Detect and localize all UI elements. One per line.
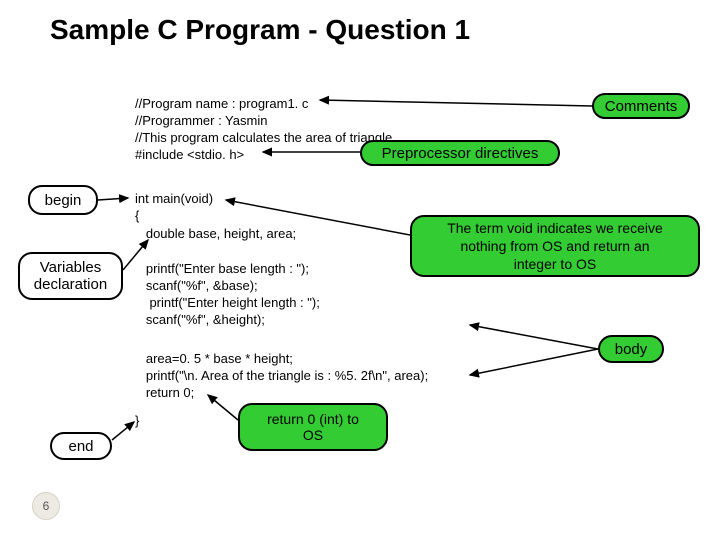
code-printf1: printf("Enter base length : ");	[135, 260, 309, 278]
return0-label: return 0 (int) to OS	[238, 403, 388, 451]
void-note-text: The term void indicates we receive nothi…	[447, 219, 663, 274]
code-closebrace: }	[135, 412, 139, 430]
code-scanf2: scanf("%f", &height);	[135, 311, 265, 329]
code-scanf1: scanf("%f", &base);	[135, 277, 258, 295]
end-label: end	[50, 432, 112, 460]
void-note-label: The term void indicates we receive nothi…	[410, 215, 700, 277]
code-calc: area=0. 5 * base * height;	[135, 350, 293, 368]
variables-label-text: Variables declaration	[34, 259, 107, 293]
comments-label: Comments	[592, 93, 690, 119]
page-title: Sample C Program - Question 1	[50, 14, 470, 46]
code-comment-2: //Programmer : Yasmin	[135, 112, 267, 130]
preprocessor-label: Preprocessor directives	[360, 140, 560, 166]
code-comment-3: //This program calculates the area of tr…	[135, 129, 392, 147]
code-decl: double base, height, area;	[135, 225, 296, 243]
body-label: body	[598, 335, 664, 363]
code-printf2: printf("Enter height length : ");	[135, 294, 320, 312]
code-printf3: printf("\n. Area of the triangle is : %5…	[135, 367, 428, 385]
variables-label: Variables declaration	[18, 252, 123, 300]
code-comment-1: //Program name : program1. c	[135, 95, 308, 113]
code-return: return 0;	[135, 384, 194, 402]
return0-text: return 0 (int) to OS	[267, 411, 359, 443]
page-number: 6	[32, 492, 60, 520]
code-openbrace: {	[135, 207, 139, 225]
code-include: #include <stdio. h>	[135, 146, 244, 164]
code-main: int main(void)	[135, 190, 213, 208]
begin-label: begin	[28, 185, 98, 215]
